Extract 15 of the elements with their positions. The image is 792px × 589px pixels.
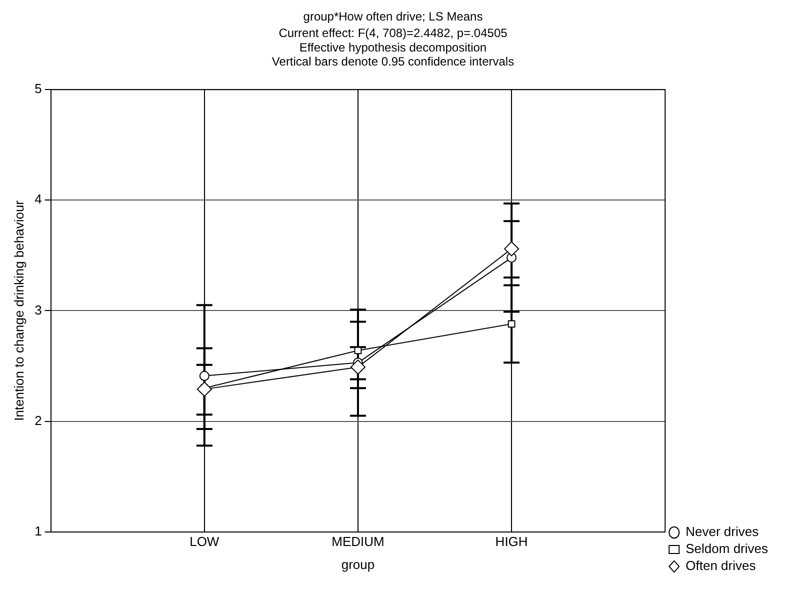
y-tick-label: 5 [34, 81, 42, 96]
x-tick-label: LOW [190, 534, 220, 550]
y-tick-label: 4 [34, 192, 42, 207]
x-axis-title: group [341, 556, 375, 572]
y-tick-label: 2 [34, 412, 42, 428]
y-axis-title: Intention to change drinking behaviour [11, 200, 26, 421]
x-tick-label: MEDIUM [332, 534, 384, 550]
legend-label: Never drives [686, 524, 760, 540]
chart-subtitle: Current effect: F(4, 708)=2.4482, p=.04505 Effective hypothesis decomposition Vertical bars denote 0.95 confidence intervals [272, 26, 514, 69]
x-tick-label: HIGH [495, 534, 528, 550]
legend-label: Often drives [686, 558, 756, 574]
legend-label: Seldom drives [686, 541, 768, 556]
chart-title: group*How often drive; LS Means [303, 10, 483, 24]
y-tick-label: 3 [34, 302, 42, 318]
y-tick-label: 1 [34, 523, 42, 538]
